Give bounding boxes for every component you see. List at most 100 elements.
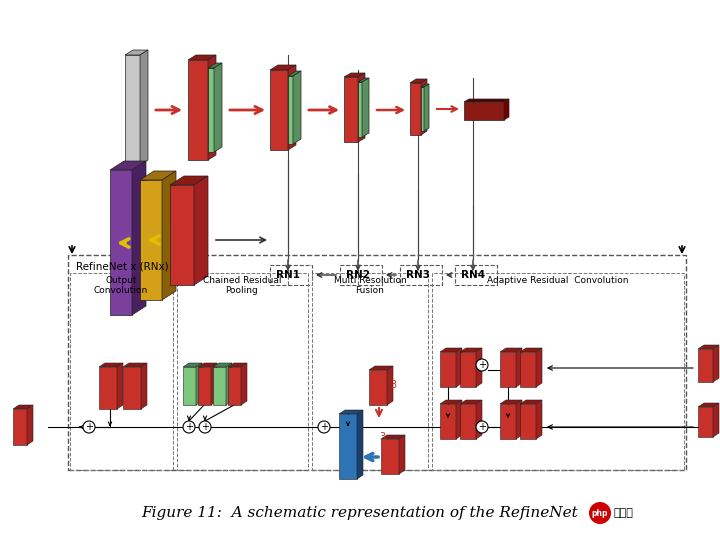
Polygon shape <box>110 170 132 315</box>
Polygon shape <box>198 363 217 367</box>
Polygon shape <box>440 352 456 387</box>
Polygon shape <box>500 348 522 352</box>
Polygon shape <box>123 367 141 409</box>
Polygon shape <box>241 363 247 405</box>
Polygon shape <box>162 171 176 300</box>
Polygon shape <box>288 76 293 144</box>
Polygon shape <box>421 79 427 135</box>
Text: Figure 11:  A schematic representation of the RefineNet: Figure 11: A schematic representation of… <box>142 506 578 520</box>
Text: RefineNet x (RNx): RefineNet x (RNx) <box>76 261 168 271</box>
Polygon shape <box>536 348 542 387</box>
Polygon shape <box>270 65 296 70</box>
Polygon shape <box>460 404 476 439</box>
Text: Multi Resolution
Fusion: Multi Resolution Fusion <box>333 276 406 295</box>
Polygon shape <box>358 82 362 137</box>
Polygon shape <box>208 63 222 68</box>
Polygon shape <box>140 180 162 300</box>
Polygon shape <box>713 403 719 437</box>
Text: +: + <box>85 422 93 432</box>
Polygon shape <box>440 404 456 439</box>
Text: +: + <box>478 360 486 370</box>
Polygon shape <box>520 404 536 439</box>
Text: +: + <box>201 422 209 432</box>
Polygon shape <box>110 161 146 170</box>
Polygon shape <box>194 176 208 285</box>
Text: +: + <box>320 422 328 432</box>
Polygon shape <box>99 363 123 367</box>
Polygon shape <box>460 352 476 387</box>
Polygon shape <box>698 345 719 349</box>
Polygon shape <box>362 78 369 137</box>
Polygon shape <box>208 55 216 160</box>
Polygon shape <box>536 400 542 439</box>
Polygon shape <box>288 65 296 150</box>
Polygon shape <box>500 352 516 387</box>
Polygon shape <box>196 363 202 405</box>
Polygon shape <box>228 367 241 405</box>
Polygon shape <box>140 171 176 180</box>
Polygon shape <box>516 400 522 439</box>
Polygon shape <box>357 410 363 479</box>
Circle shape <box>476 421 488 433</box>
Polygon shape <box>476 400 482 439</box>
Polygon shape <box>125 55 140 165</box>
Polygon shape <box>358 78 369 82</box>
Text: 3: 3 <box>390 380 396 390</box>
Circle shape <box>318 421 330 433</box>
Polygon shape <box>226 363 232 405</box>
Polygon shape <box>421 84 429 87</box>
Polygon shape <box>460 348 482 352</box>
Text: RN4: RN4 <box>461 270 485 280</box>
Text: Chained Residual
Pooling: Chained Residual Pooling <box>203 276 282 295</box>
Polygon shape <box>213 367 226 405</box>
Polygon shape <box>211 363 217 405</box>
Polygon shape <box>358 73 365 142</box>
Polygon shape <box>214 63 222 152</box>
Text: 3: 3 <box>379 432 385 442</box>
Text: RN2: RN2 <box>346 270 370 280</box>
Polygon shape <box>424 84 429 131</box>
Polygon shape <box>698 403 719 407</box>
Text: +: + <box>478 422 486 432</box>
Polygon shape <box>410 83 421 135</box>
Polygon shape <box>293 71 301 144</box>
Polygon shape <box>339 414 357 479</box>
Circle shape <box>476 359 488 371</box>
Polygon shape <box>270 70 288 150</box>
Polygon shape <box>504 99 509 120</box>
Polygon shape <box>456 400 462 439</box>
Polygon shape <box>421 87 424 131</box>
Polygon shape <box>387 366 393 405</box>
Polygon shape <box>125 50 148 55</box>
Polygon shape <box>410 79 427 83</box>
Polygon shape <box>464 99 509 102</box>
Polygon shape <box>698 349 713 382</box>
Polygon shape <box>440 348 462 352</box>
Polygon shape <box>213 363 232 367</box>
Text: RN1: RN1 <box>276 270 300 280</box>
Polygon shape <box>500 404 516 439</box>
Polygon shape <box>140 50 148 165</box>
Text: Output
Convolution: Output Convolution <box>94 276 148 295</box>
Polygon shape <box>141 363 147 409</box>
Polygon shape <box>132 161 146 315</box>
Polygon shape <box>476 348 482 387</box>
Polygon shape <box>123 363 147 367</box>
Circle shape <box>589 502 611 524</box>
Polygon shape <box>27 405 33 445</box>
Polygon shape <box>713 345 719 382</box>
Polygon shape <box>228 363 247 367</box>
Polygon shape <box>183 367 196 405</box>
Polygon shape <box>188 60 208 160</box>
Polygon shape <box>440 400 462 404</box>
Polygon shape <box>170 185 194 285</box>
Polygon shape <box>369 366 393 370</box>
Polygon shape <box>288 71 301 76</box>
Circle shape <box>83 421 95 433</box>
Polygon shape <box>520 348 542 352</box>
Polygon shape <box>170 176 208 185</box>
Polygon shape <box>381 435 405 439</box>
Polygon shape <box>698 407 713 437</box>
Polygon shape <box>188 55 216 60</box>
Polygon shape <box>183 363 202 367</box>
